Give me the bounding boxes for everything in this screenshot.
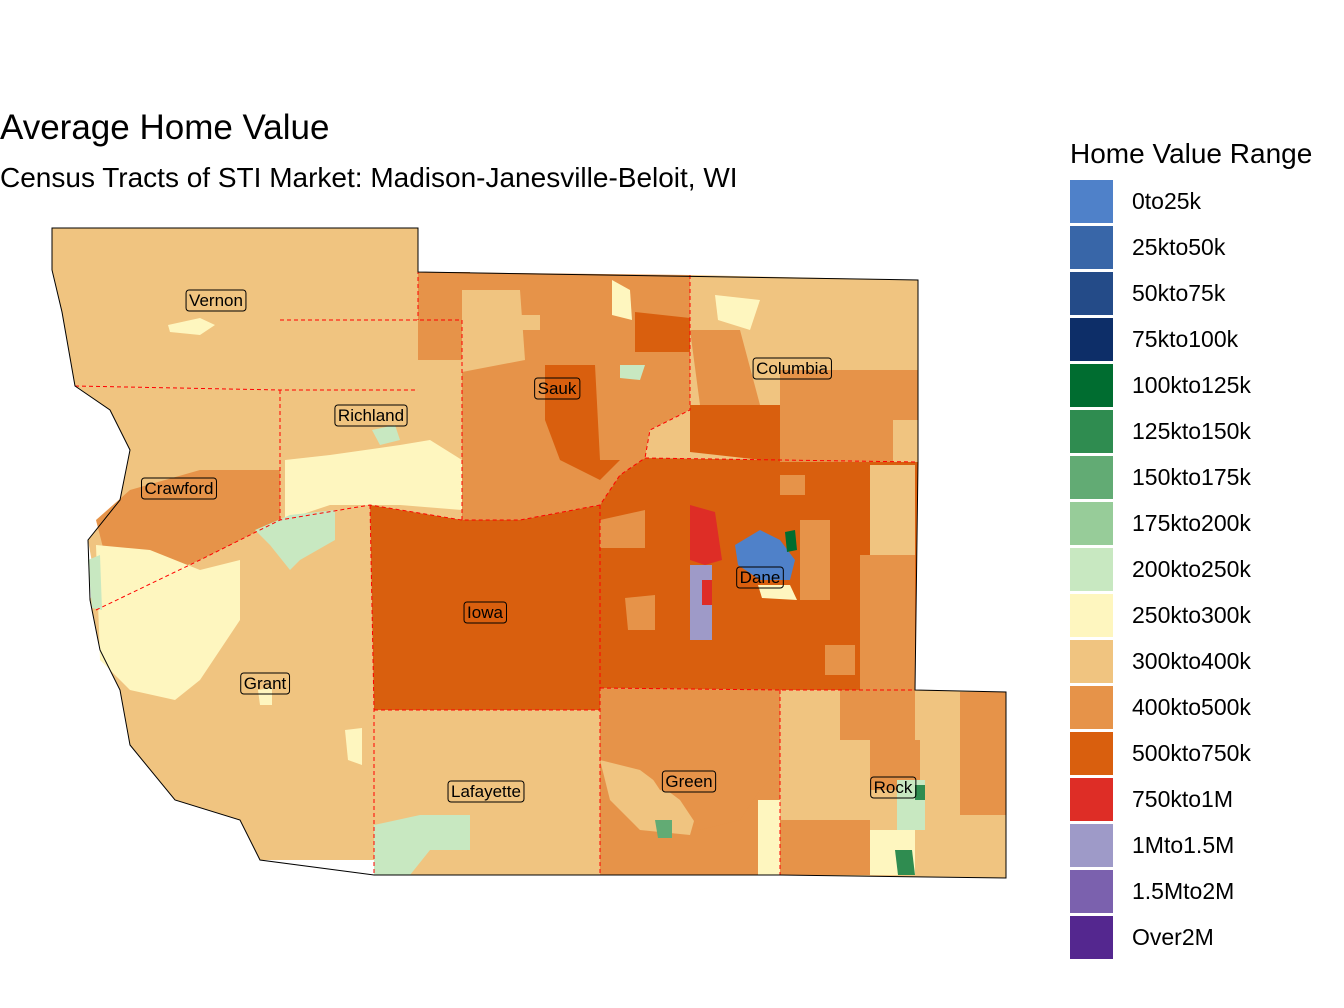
legend-label: 1.5Mto2M: [1132, 877, 1235, 904]
legend-swatch: [1070, 777, 1113, 821]
legend-label: 125kto150k: [1132, 417, 1251, 444]
legend-item: 400kto500k: [1070, 684, 1312, 730]
county-iowa: [370, 505, 600, 710]
legend-item: 25kto50k: [1070, 224, 1312, 270]
legend-label: 400kto500k: [1132, 693, 1251, 720]
county-label-text: Vernon: [189, 291, 243, 310]
legend-swatch: [1070, 823, 1113, 867]
legend-label: Over2M: [1132, 923, 1214, 950]
county-label-text: Green: [665, 772, 712, 791]
county-label-box: [240, 672, 291, 695]
county-label-text: Dane: [740, 568, 781, 587]
legend-item: 250kto300k: [1070, 592, 1312, 638]
map-title: Average Home Value: [0, 108, 330, 147]
legend-label: 1Mto1.5M: [1132, 831, 1235, 858]
legend-item: 200kto250k: [1070, 546, 1312, 592]
county-label-box: [752, 357, 832, 380]
legend-swatch: [1070, 409, 1113, 453]
county-label-text: Rock: [874, 778, 913, 797]
legend-label: 200kto250k: [1132, 555, 1251, 582]
legend-label: 25kto50k: [1132, 233, 1226, 260]
county-label-lafayette: Lafayette: [447, 780, 525, 803]
legend-item: 150kto175k: [1070, 454, 1312, 500]
legend-swatch: [1070, 731, 1113, 775]
county-label-text: Crawford: [145, 479, 214, 498]
legend-item: Over2M: [1070, 914, 1312, 960]
legend-label: 500kto750k: [1132, 739, 1251, 766]
legend-items: 0to25k 25kto50k 50kto75k 75kto100k 100kto125…: [1070, 178, 1312, 960]
county-label-text: Lafayette: [451, 782, 521, 801]
county-label-text: Iowa: [467, 603, 503, 622]
county-label-richland: Richland: [334, 404, 408, 427]
county-label-box: [736, 566, 784, 589]
choropleth-map: Vernon Richland Crawford Sauk Columbia Grant I…: [51, 227, 1007, 879]
legend-item: 1Mto1.5M: [1070, 822, 1312, 868]
legend-label: 250kto300k: [1132, 601, 1251, 628]
county-label-green: Green: [661, 770, 717, 793]
county-borders: [74, 228, 919, 875]
legend-label: 175kto200k: [1132, 509, 1251, 536]
legend-item: 1.5Mto2M: [1070, 868, 1312, 914]
legend-swatch: [1070, 593, 1113, 637]
legend-swatch: [1070, 501, 1113, 545]
legend-swatch: [1070, 363, 1113, 407]
legend-swatch: [1070, 225, 1113, 269]
county-label-grant: Grant: [240, 672, 291, 695]
county-label-text: Grant: [244, 674, 287, 693]
legend-item: 750kto1M: [1070, 776, 1312, 822]
county-label-box: [141, 477, 217, 500]
legend-label: 50kto75k: [1132, 279, 1226, 306]
legend-swatch: [1070, 179, 1113, 223]
legend: Home Value Range 0to25k 25kto50k 50kto75k 7…: [1070, 138, 1312, 960]
legend-swatch: [1070, 547, 1113, 591]
county-label-box: [870, 776, 917, 799]
county-labels: Vernon Richland Crawford Sauk Columbia Grant I…: [141, 289, 917, 803]
legend-label: 75kto100k: [1132, 325, 1239, 352]
legend-label: 300kto400k: [1132, 647, 1251, 674]
county-label-box: [661, 770, 717, 793]
legend-item: 50kto75k: [1070, 270, 1312, 316]
county-label-box: [447, 780, 525, 803]
legend-swatch: [1070, 455, 1113, 499]
legend-swatch: [1070, 869, 1113, 913]
legend-item: 175kto200k: [1070, 500, 1312, 546]
county-label-dane: Dane: [736, 566, 784, 589]
county-label-vernon: Vernon: [185, 289, 247, 312]
legend-title: Home Value Range: [1070, 138, 1313, 169]
map-subtitle: Census Tracts of STI Market: Madison-Jan…: [0, 162, 738, 193]
county-label-iowa: Iowa: [463, 601, 507, 624]
legend-label: 150kto175k: [1132, 463, 1251, 490]
county-label-rock: Rock: [870, 776, 917, 799]
legend-item: 125kto150k: [1070, 408, 1312, 454]
county-label-box: [334, 404, 408, 427]
county-label-text: Columbia: [756, 359, 828, 378]
legend-swatch: [1070, 271, 1113, 315]
county-label-text: Richland: [338, 406, 404, 425]
county-label-sauk: Sauk: [534, 377, 581, 400]
county-label-columbia: Columbia: [752, 357, 832, 380]
county-label-box: [534, 377, 581, 400]
legend-item: 300kto400k: [1070, 638, 1312, 684]
legend-item: 500kto750k: [1070, 730, 1312, 776]
legend-item: 75kto100k: [1070, 316, 1312, 362]
legend-swatch: [1070, 915, 1113, 959]
legend-swatch: [1070, 639, 1113, 683]
legend-label: 750kto1M: [1132, 785, 1234, 812]
legend-swatch: [1070, 317, 1113, 361]
county-label-box: [185, 289, 247, 312]
legend-label: 0to25k: [1132, 187, 1202, 214]
legend-item: 0to25k: [1070, 178, 1312, 224]
county-label-text: Sauk: [538, 379, 577, 398]
legend-label: 100kto125k: [1132, 371, 1251, 398]
county-label-box: [463, 601, 507, 624]
census-tracts: [88, 272, 1006, 875]
county-label-crawford: Crawford: [141, 477, 217, 500]
legend-item: 100kto125k: [1070, 362, 1312, 408]
legend-swatch: [1070, 685, 1113, 729]
